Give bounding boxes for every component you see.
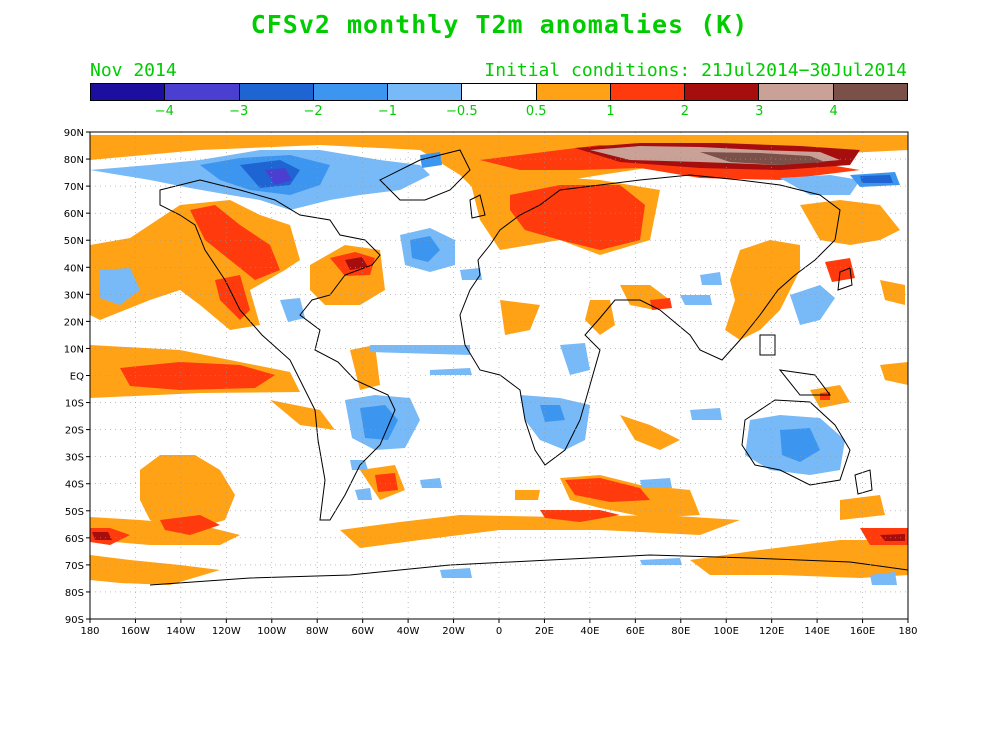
coastlines [149,149,908,586]
lat-tick-label: 90N [64,128,84,139]
lat-tick-label: 40N [64,263,84,274]
gridlines [90,132,908,619]
lat-tick-label: 90S [65,615,84,626]
colorbar-tick-label: −3 [229,104,249,119]
colorbar-tick-label: 4 [829,104,838,119]
colorbar-swatch [165,84,240,100]
lon-tick-label: 180 [898,626,917,637]
lat-tick-label: 20S [65,426,84,437]
colorbar-swatch [239,84,314,100]
lon-tick-label: 20E [535,626,554,637]
lon-tick-label: 80E [671,626,690,637]
colorbar-tick-label: 0.5 [525,104,547,119]
colorbar-swatch [610,84,686,100]
colorbar-tick-label: −2 [303,104,323,119]
map-axes: 90N 80N 70N 60N 50N 40N 30N 20N 10N EQ 10S 20S 30S 40… [64,128,918,637]
lat-tick-label: 30N [64,290,84,301]
lat-tick-label: 70N [64,182,84,193]
lat-tick-label: 70S [65,561,84,572]
lat-tick-label: 10S [65,399,84,410]
colorbar-swatch [462,84,537,100]
lat-tick-label: 30S [65,453,84,464]
colorbar-swatch [536,84,611,100]
lon-tick-label: 20W [442,626,465,637]
colorbar-swatch [685,84,760,100]
colorbar-swatch [759,84,834,100]
valid-month: Nov 2014 [90,60,177,81]
initial-conditions: Initial conditions: 21Jul2014−30Jul2014 [484,60,907,81]
lon-tick-label: 0 [496,626,502,637]
lat-tick-label: 20N [64,317,84,328]
anomaly-fields [90,135,908,586]
extreme-hot-anomaly-regions [700,152,825,165]
lat-tick-label: 60S [65,534,84,545]
colorbar-legend [90,83,908,101]
lat-tick-label: 80S [65,588,84,599]
lon-tick-label: 140E [804,626,829,637]
colorbar-tick-label: −1 [377,104,398,119]
lon-tick-label: 40W [397,626,420,637]
colorbar-tick-label: 1 [606,104,615,119]
lon-tick-label: 140W [166,626,195,637]
lon-tick-label: 160E [850,626,875,637]
colorbar-tick-label: −4 [154,104,174,119]
colorbar-swatch [91,84,166,100]
colorbar-swatch [388,84,463,100]
lat-tick-label: EQ [70,372,84,383]
lon-tick-label: 160W [121,626,150,637]
lon-tick-label: 120E [759,626,784,637]
lon-tick-label: 40E [580,626,599,637]
colorbar-swatch [313,84,389,100]
lat-tick-label: 50N [64,236,84,247]
colorbar-tick-label: 3 [755,104,764,119]
lat-tick-label: 60N [64,209,84,220]
lon-tick-label: 60E [626,626,645,637]
lon-tick-label: 180 [80,626,99,637]
lat-tick-label: 50S [65,507,84,518]
colorbar-swatch [833,84,907,100]
lon-tick-label: 60W [351,626,374,637]
chart-title: CFSv2 monthly T2m anomalies (K) [250,10,749,39]
lat-tick-label: 80N [64,155,84,166]
lat-tick-label: 10N [64,344,84,355]
colorbar-tick-label: −0.5 [446,104,478,119]
lon-tick-label: 120W [212,626,241,637]
colorbar-tick-label: 2 [680,104,690,119]
lat-tick-label: 40S [65,480,84,491]
lon-tick-label: 100W [257,626,286,637]
lon-tick-label: 100E [714,626,739,637]
lon-tick-label: 80W [306,626,329,637]
